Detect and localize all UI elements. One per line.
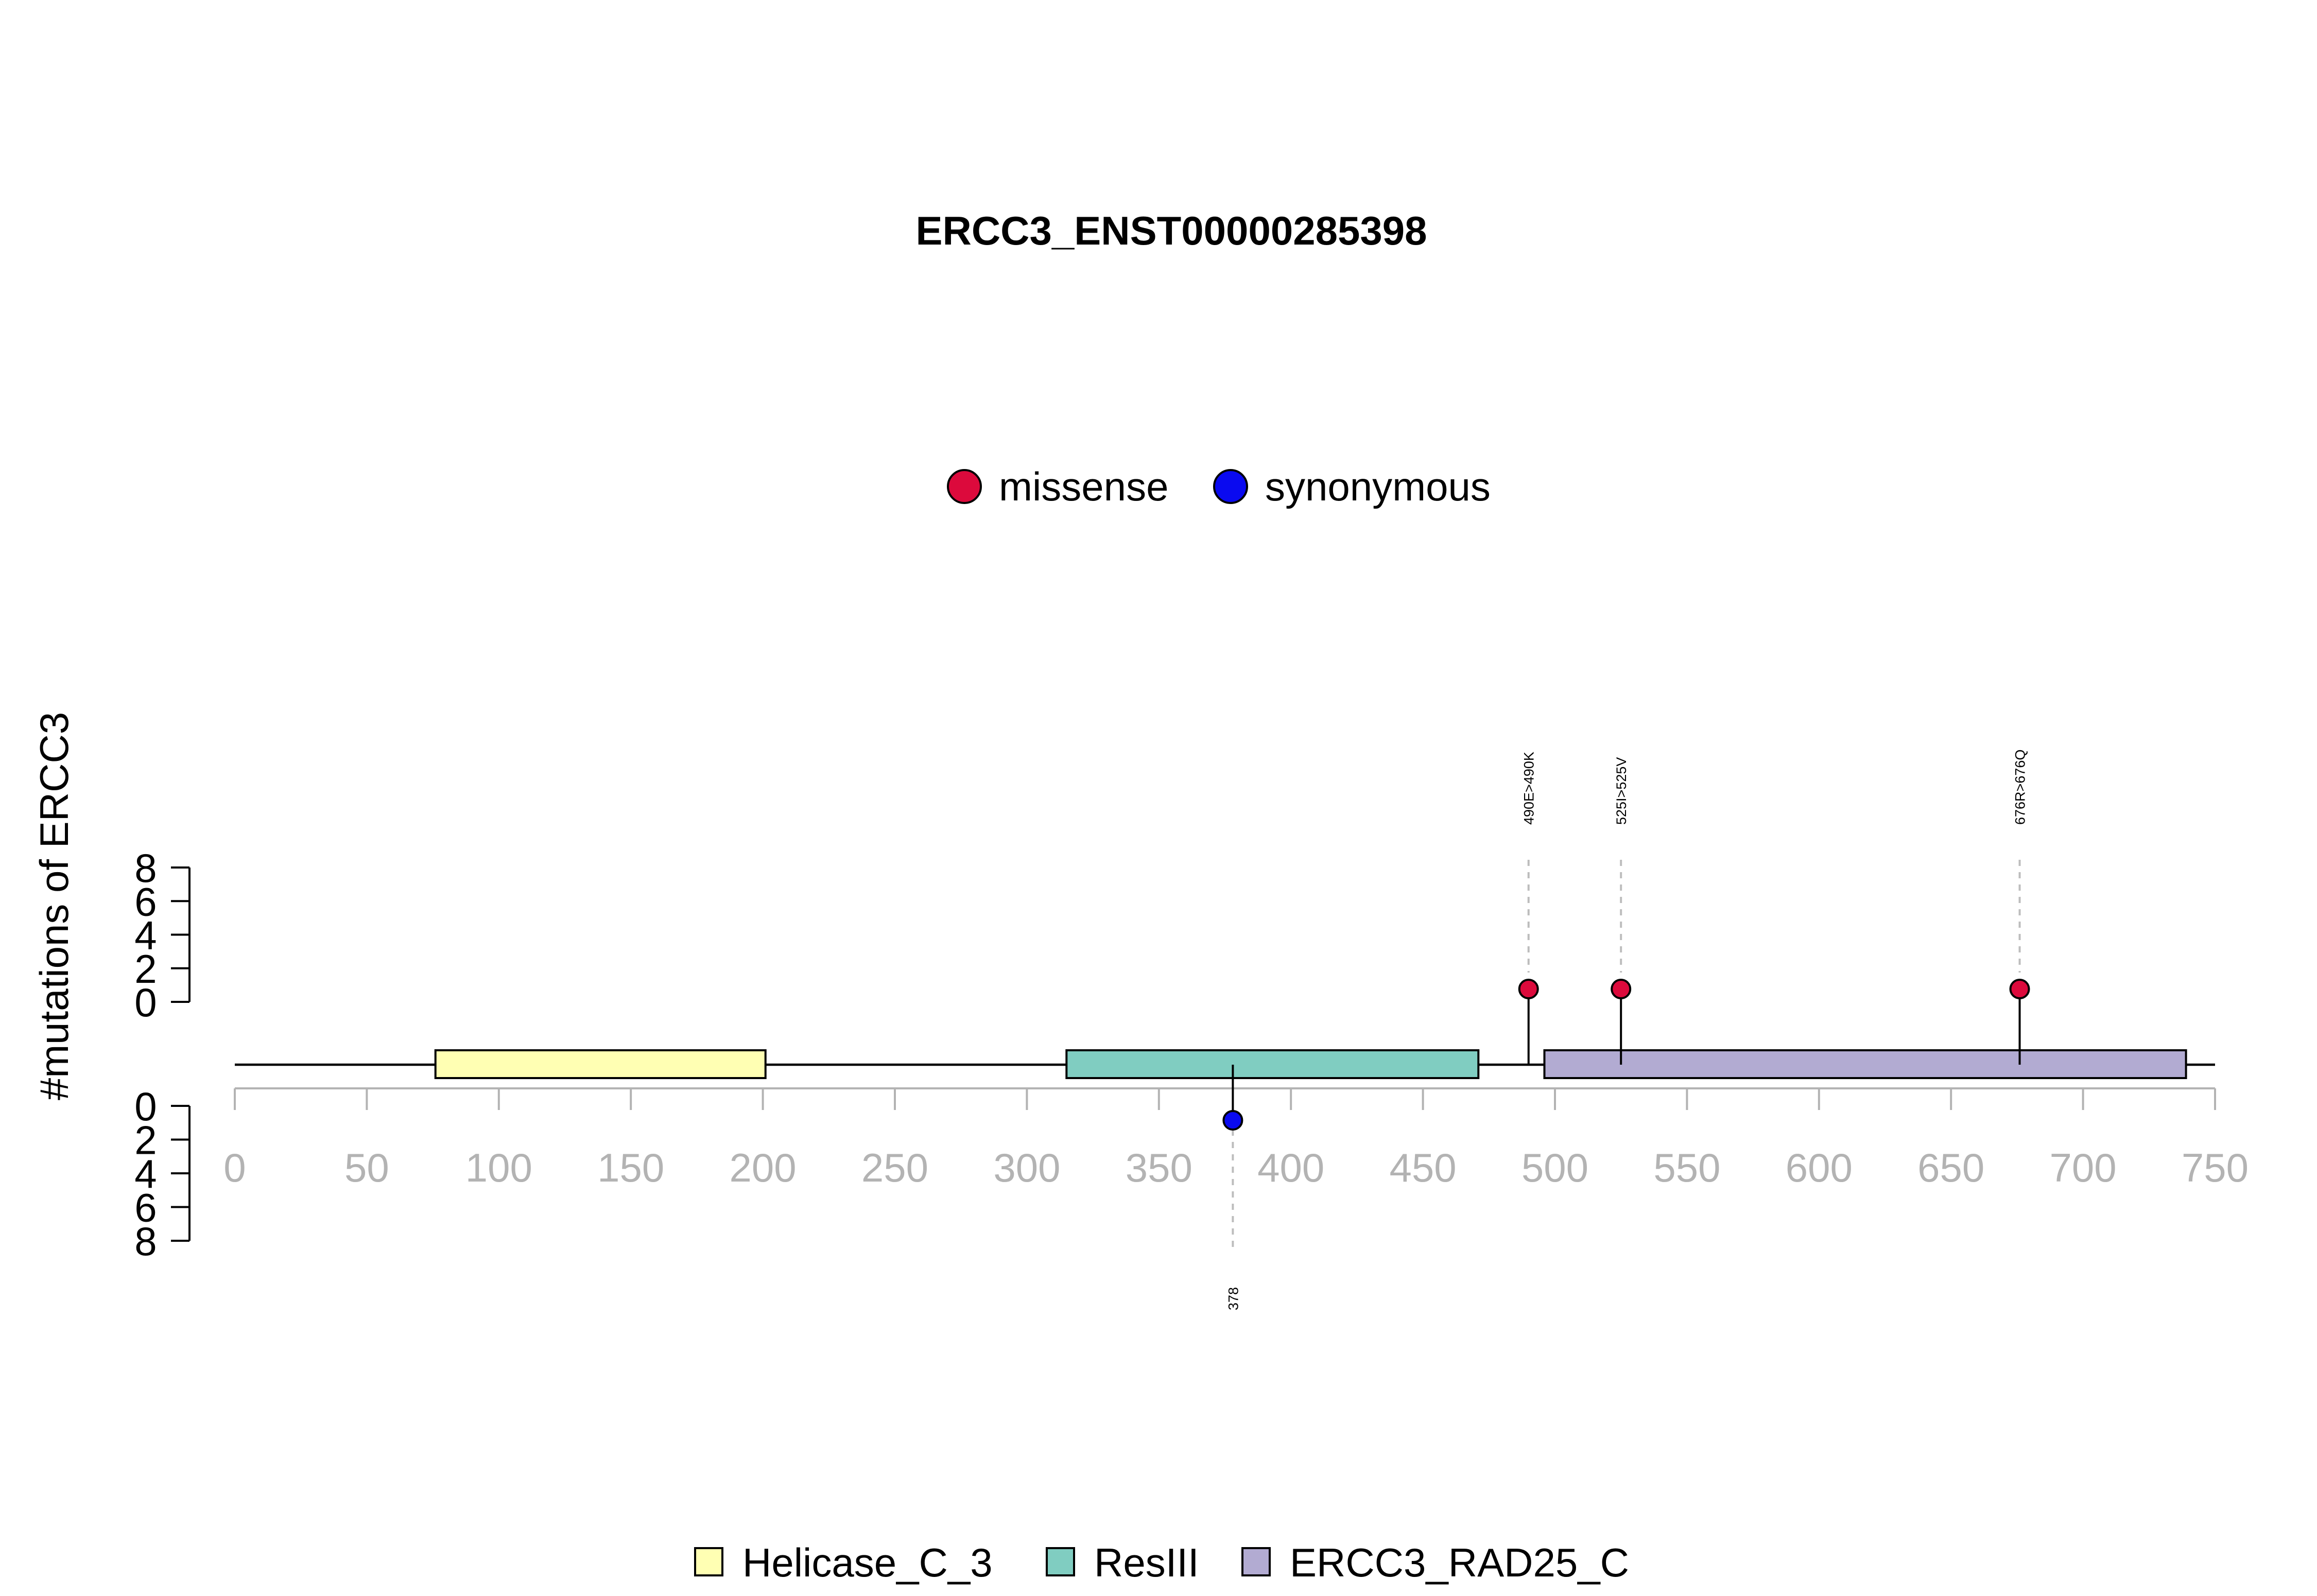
lower-y-tick-label: 8 xyxy=(134,1219,157,1264)
legend-marker-synonymous xyxy=(1213,469,1248,504)
mutation-head xyxy=(1222,1110,1243,1131)
protein-domains xyxy=(434,1049,2187,1079)
mutation-676r-676q: 676R>676Q xyxy=(2009,750,2030,1065)
x-tick-label: 550 xyxy=(1653,1145,1720,1190)
x-tick-label: 150 xyxy=(597,1145,664,1190)
mutation-head xyxy=(1611,979,1632,999)
legend-item-synonymous: synonymous xyxy=(1213,464,1491,509)
upper-y-tick-label: 6 xyxy=(134,879,157,924)
legend-label-missense: missense xyxy=(999,464,1168,509)
y-axis-label: #mutations of ERCC3 xyxy=(31,712,77,1100)
chart-title: ERCC3_ENST00000285398 xyxy=(916,208,1427,253)
x-tick-label: 50 xyxy=(344,1145,389,1190)
mutation-label: 378 xyxy=(1225,1287,1241,1310)
x-tick-label: 600 xyxy=(1786,1145,1853,1190)
x-tick-label: 250 xyxy=(861,1145,928,1190)
x-tick-label: 0 xyxy=(223,1145,246,1190)
x-tick-label: 200 xyxy=(730,1145,797,1190)
mutation-490e-490k: 490E>490K xyxy=(1518,752,1539,1065)
mutation-label: 676R>676Q xyxy=(2013,750,2028,825)
mutation-type-legend: missense synonymous xyxy=(947,464,1491,509)
lower-y-tick-label: 0 xyxy=(134,1084,157,1129)
upper-y-tick-label: 4 xyxy=(134,913,157,958)
domain-helicase-c-3 xyxy=(434,1049,767,1079)
upper-y-tick-label: 2 xyxy=(134,946,157,992)
x-tick-label: 750 xyxy=(2182,1145,2249,1190)
domain-legend-item-ercc3-rad25-c: ERCC3_RAD25_C xyxy=(1241,1540,1629,1585)
x-tick-label: 300 xyxy=(993,1145,1060,1190)
mutation-378: 378 xyxy=(1222,1065,1243,1310)
mutation-label: 525I>525V xyxy=(1614,757,1629,825)
upper-y-tick-label: 0 xyxy=(134,980,157,1025)
domain-legend-item-resiii: ResIII xyxy=(1046,1540,1199,1585)
mutation-head xyxy=(2009,979,2030,999)
legend-label-synonymous: synonymous xyxy=(1265,464,1491,509)
mutation-head xyxy=(1518,979,1539,999)
legend-marker-missense xyxy=(947,469,982,504)
domain-legend-swatch xyxy=(694,1547,723,1576)
mutation-lollipops: 490E>490K 525I>525V 676R>676Q 378 xyxy=(1222,750,2030,1310)
domain-legend: Helicase_C_3 ResIII ERCC3_RAD25_C xyxy=(694,1540,1629,1585)
domain-ercc3-rad25-c xyxy=(1543,1049,2187,1079)
domain-legend-swatch xyxy=(1241,1547,1271,1576)
domain-legend-swatch xyxy=(1046,1547,1075,1576)
x-tick-label: 700 xyxy=(2050,1145,2117,1190)
x-tick-label: 500 xyxy=(1521,1145,1588,1190)
lower-y-tick-label: 6 xyxy=(134,1185,157,1230)
domain-legend-label: ResIII xyxy=(1094,1540,1199,1585)
legend-item-missense: missense xyxy=(947,464,1168,509)
x-tick-label: 350 xyxy=(1126,1145,1192,1190)
x-axis: 0 50 100 150 200 250 300 350 400 450 500 550 600 650 7… xyxy=(223,1087,2249,1190)
x-tick-label: 100 xyxy=(465,1145,532,1190)
x-tick-label: 650 xyxy=(1917,1145,1984,1190)
upper-y-tick-label: 8 xyxy=(134,845,157,891)
x-tick-label: 450 xyxy=(1390,1145,1457,1190)
domain-legend-item-helicase-c-3: Helicase_C_3 xyxy=(694,1540,993,1585)
lower-y-tick-label: 2 xyxy=(134,1118,157,1163)
x-tick-label: 400 xyxy=(1257,1145,1324,1190)
domain-resiii xyxy=(1065,1049,1480,1079)
lower-y-tick-label: 4 xyxy=(134,1151,157,1196)
mutation-525i-525v: 525I>525V xyxy=(1611,757,1632,1065)
domain-legend-label: Helicase_C_3 xyxy=(742,1540,993,1585)
mutation-label: 490E>490K xyxy=(1521,752,1537,825)
domain-legend-label: ERCC3_RAD25_C xyxy=(1290,1540,1629,1585)
